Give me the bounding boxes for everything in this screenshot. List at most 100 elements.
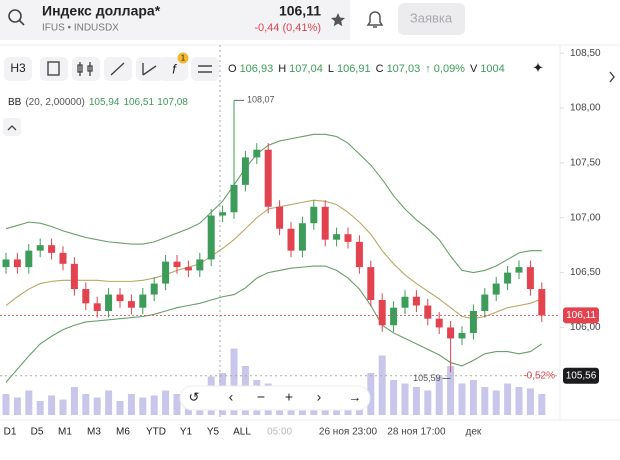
volume-bar — [515, 387, 523, 415]
interval-button[interactable] — [4, 57, 32, 81]
candle-body — [287, 228, 295, 251]
candle-body — [264, 149, 272, 207]
icon — [142, 63, 157, 76]
volume-bar — [48, 395, 56, 415]
candle-body — [412, 296, 420, 306]
candle-body — [207, 215, 215, 260]
bollinger-band — [5, 265, 543, 383]
ohlc-v: 1004 — [480, 63, 504, 75]
go-latest[interactable]: → — [349, 389, 362, 404]
period-button[interactable]: YTD — [146, 427, 166, 438]
candle-body — [162, 261, 170, 284]
indicator-middle: 106,51 — [123, 97, 154, 108]
y-tick-label: 107,50 — [570, 158, 601, 169]
crosshair-change: -0,52% — [523, 370, 555, 381]
last-price-tag — [563, 307, 599, 324]
volume-bar — [70, 387, 78, 415]
collapse-button[interactable] — [3, 118, 21, 136]
candle-body — [378, 300, 386, 326]
volume-bar — [150, 395, 158, 415]
candle-body — [2, 259, 10, 268]
candle-body — [504, 272, 512, 284]
order-button-label: Заявка — [410, 10, 453, 25]
period-button[interactable]: Y1 — [180, 427, 193, 438]
high-label: 108,07 — [247, 95, 275, 105]
bollinger-band — [5, 133, 542, 274]
chart-type-button[interactable] — [40, 57, 68, 81]
indicator-lower: 105,94 — [89, 97, 120, 108]
reset-button[interactable]: ↺ — [189, 389, 200, 404]
volume-bar — [458, 383, 466, 415]
volume-bar — [412, 387, 420, 415]
icon: f — [172, 61, 177, 76]
notification-icon[interactable] — [366, 11, 384, 28]
candle-body — [241, 157, 249, 185]
zoom-in[interactable]: + — [285, 389, 293, 405]
instrument-title: Индекс доллара* — [42, 3, 161, 19]
volume-bar — [367, 373, 375, 415]
candle-body — [150, 283, 158, 295]
zoom-out[interactable]: − — [257, 389, 265, 405]
settings-button[interactable] — [191, 57, 219, 81]
candle-body — [515, 267, 523, 273]
y-tick-label: 108,00 — [570, 103, 601, 114]
candle-body — [424, 305, 432, 319]
badge-count: 1 — [181, 54, 186, 63]
volume-bar — [447, 366, 455, 415]
ohlc-h: 107,04 — [289, 63, 323, 75]
period-button[interactable]: D5 — [31, 427, 44, 438]
candle-body — [93, 303, 101, 312]
volume-bar — [526, 388, 534, 415]
search-bar[interactable] — [0, 0, 350, 40]
period-button[interactable]: Y5 — [207, 427, 220, 438]
volume-bar — [13, 397, 21, 415]
candle-body — [310, 206, 318, 224]
volume-bar — [481, 387, 489, 415]
volume-bar — [105, 390, 113, 415]
favorite-icon[interactable] — [331, 13, 345, 27]
candle-body — [184, 267, 192, 271]
volume-bar — [116, 401, 124, 415]
volume-bar — [162, 390, 170, 415]
volume-bar — [25, 390, 33, 415]
icon — [198, 65, 212, 73]
ohlc-o-label: O — [228, 63, 237, 75]
ohlc-change: ↑ 0,09% — [425, 63, 465, 75]
period-button[interactable]: M3 — [87, 427, 101, 438]
candle-body — [139, 294, 147, 308]
icon — [7, 125, 17, 131]
period-button[interactable]: ALL — [233, 427, 251, 438]
volume-bar — [469, 380, 477, 415]
candle-body — [526, 267, 534, 290]
trend-button[interactable] — [136, 57, 164, 81]
search-icon — [18, 19, 25, 26]
price-change: -0,44 (0,41%) — [254, 22, 321, 34]
indicator-params: (20, 2,00000) — [25, 97, 85, 108]
crosshair-label: 105,56 — [566, 370, 597, 381]
expand-arrow[interactable] — [609, 71, 615, 83]
badge — [177, 52, 189, 64]
search-icon — [8, 9, 22, 23]
volume-bar — [230, 348, 238, 415]
period-button[interactable]: M1 — [58, 427, 72, 438]
volume-bar — [93, 397, 101, 415]
period-button[interactable]: D1 — [4, 427, 17, 438]
volume-bar — [504, 383, 512, 415]
volume-bar — [424, 390, 432, 415]
x-tick-label: 05:00 — [267, 427, 292, 438]
order-button[interactable] — [398, 3, 465, 35]
candle-body — [276, 206, 284, 229]
scroll-left[interactable]: ‹ — [229, 389, 234, 405]
volume-bar — [59, 399, 67, 415]
candle-body — [321, 206, 329, 240]
candle-body — [458, 332, 466, 339]
candle-body — [36, 245, 44, 251]
candle-body — [367, 267, 375, 301]
period-button[interactable]: M6 — [116, 427, 130, 438]
x-tick-label: 28 ноя 17:00 — [387, 427, 446, 438]
scroll-right[interactable]: › — [317, 389, 322, 405]
volume-bar — [538, 394, 546, 415]
ai-icon[interactable]: ✦ — [532, 60, 544, 76]
candles-button[interactable] — [72, 57, 100, 81]
